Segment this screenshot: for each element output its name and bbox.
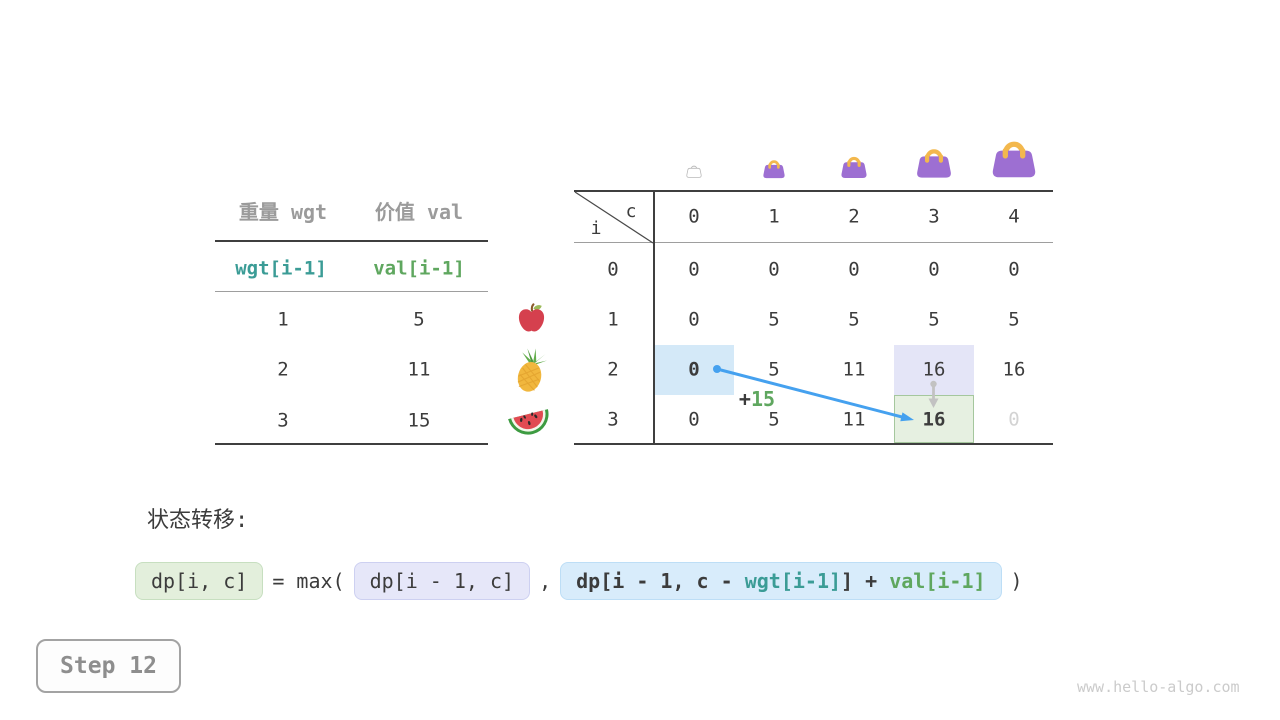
dp-cell-2-2: 11 bbox=[842, 358, 866, 381]
transition-value-label: +15 bbox=[739, 389, 775, 409]
item-3-value: 15 bbox=[407, 409, 431, 432]
items-table-header-rule bbox=[215, 240, 488, 242]
dp-cell-1-1: 5 bbox=[768, 308, 780, 331]
dp-cell-1-2: 5 bbox=[848, 308, 860, 331]
items-var-val: val[i-1] bbox=[373, 257, 465, 280]
formula-take-box: dp[i - 1, c - wgt[i-1]] + val[i-1] bbox=[560, 562, 1002, 600]
formula-keep-box: dp[i - 1, c] bbox=[353, 562, 531, 600]
formula-take-prefix: dp[i - 1, c - bbox=[576, 569, 745, 593]
dp-cell-3-0: 0 bbox=[688, 408, 700, 431]
dp-cell-0-3: 0 bbox=[928, 258, 940, 281]
dp-cell-1-3: 5 bbox=[928, 308, 940, 331]
dp-cell-2-3: 16 bbox=[922, 358, 946, 381]
step-label: Step 12 bbox=[60, 653, 157, 679]
dp-corner-col-var: c bbox=[625, 201, 637, 222]
items-table-bottom-rule bbox=[215, 443, 488, 445]
formula-close-paren: ) bbox=[1010, 569, 1023, 593]
dp-table-vertical-rule bbox=[653, 191, 655, 444]
apple-icon bbox=[518, 303, 545, 332]
formula-lhs: dp[i, c] bbox=[151, 569, 248, 593]
items-var-wgt: wgt[i-1] bbox=[235, 257, 327, 280]
dp-cell-1-4: 5 bbox=[1008, 308, 1020, 331]
item-1-value: 5 bbox=[413, 308, 425, 331]
item-2-value: 11 bbox=[407, 358, 431, 381]
formula-take-wgt: wgt[i-1] bbox=[744, 569, 842, 593]
formula-operator: = max( bbox=[272, 569, 345, 593]
dp-row-header-0: 0 bbox=[607, 258, 619, 281]
transition-amount: 15 bbox=[750, 387, 776, 411]
dp-row-header-2: 2 bbox=[607, 358, 619, 381]
items-col-value-header: 价值 val bbox=[374, 200, 464, 224]
step-badge: Step 12 bbox=[36, 639, 181, 693]
dp-cell-3-4: 0 bbox=[1008, 408, 1020, 431]
formula-take-mid: ] + bbox=[841, 569, 890, 593]
dp-cell-2-0: 0 bbox=[688, 358, 700, 381]
state-transition-formula: dp[i, c] = max( dp[i - 1, c] , dp[i - 1,… bbox=[135, 560, 1023, 602]
dp-cell-0-4: 0 bbox=[1008, 258, 1020, 281]
empty-bag-icon bbox=[686, 165, 702, 178]
dp-row-header-3: 3 bbox=[607, 408, 619, 431]
dp-cell-1-0: 0 bbox=[688, 308, 700, 331]
dp-row-header-1: 1 bbox=[607, 308, 619, 331]
items-table-var-rule bbox=[215, 291, 488, 292]
bag-icon-capacity-4 bbox=[992, 141, 1036, 178]
dp-col-header-0: 0 bbox=[688, 205, 700, 228]
dp-cell-0-0: 0 bbox=[688, 258, 700, 281]
items-col-weight-header: 重量 wgt bbox=[238, 200, 328, 224]
dp-cell-2-1: 5 bbox=[768, 358, 780, 381]
dp-cell-0-2: 0 bbox=[848, 258, 860, 281]
item-2-weight: 2 bbox=[277, 358, 289, 381]
dp-table-bottom-rule bbox=[574, 443, 1053, 445]
bag-icon-capacity-1 bbox=[763, 160, 785, 179]
transition-plus: + bbox=[738, 387, 751, 411]
dp-table-header-rule bbox=[574, 242, 1053, 243]
formula-lhs-box: dp[i, c] bbox=[135, 562, 264, 600]
item-3-weight: 3 bbox=[277, 409, 289, 432]
item-1-weight: 1 bbox=[277, 308, 289, 331]
dp-col-header-4: 4 bbox=[1008, 205, 1020, 228]
dp-col-header-3: 3 bbox=[928, 205, 940, 228]
formula-keep-term: dp[i - 1, c] bbox=[369, 569, 515, 593]
dp-col-header-1: 1 bbox=[768, 205, 780, 228]
dp-cell-0-1: 0 bbox=[768, 258, 780, 281]
dp-corner-row-var: i bbox=[590, 218, 602, 239]
bag-icon-capacity-3 bbox=[917, 149, 951, 178]
dp-cell-3-3: 16 bbox=[922, 408, 946, 431]
pineapple-icon bbox=[517, 348, 548, 392]
formula-take-val: val[i-1] bbox=[889, 569, 986, 593]
dp-table-top-rule bbox=[574, 190, 1053, 192]
watermelon-icon bbox=[508, 409, 549, 435]
bag-icon-capacity-2 bbox=[841, 156, 867, 178]
dp-col-header-2: 2 bbox=[848, 205, 860, 228]
dp-cell-2-4: 16 bbox=[1002, 358, 1026, 381]
dp-cell-3-2: 11 bbox=[842, 408, 866, 431]
watermark: www.hello-algo.com bbox=[1077, 678, 1240, 696]
formula-separator: , bbox=[539, 569, 552, 593]
state-transition-label: 状态转移: bbox=[147, 508, 249, 533]
dp-corner-diagonal bbox=[574, 191, 654, 244]
dp-cell-3-1: 5 bbox=[768, 408, 780, 431]
